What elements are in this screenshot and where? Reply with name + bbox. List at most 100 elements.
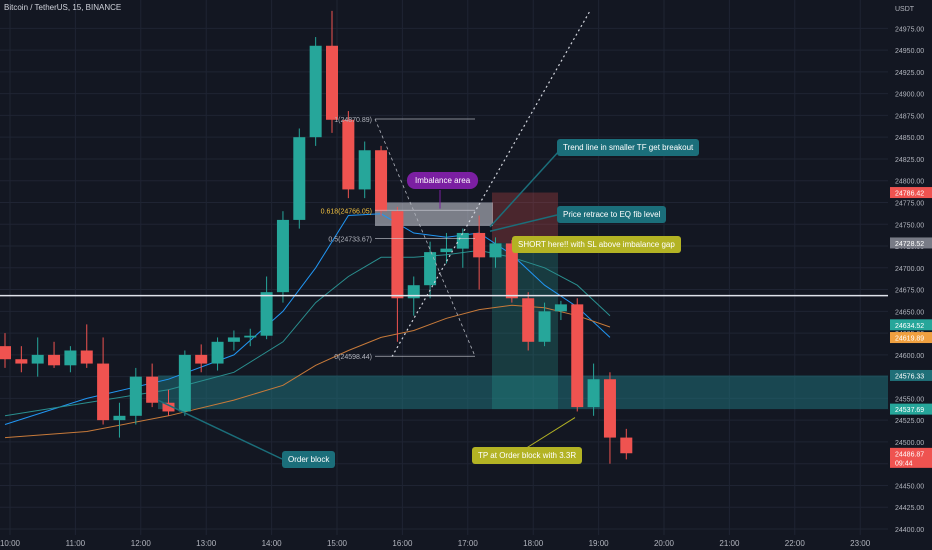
chart-drawings: 1(24870.89) 0.618(24766.05) 0.5(24733.67) 0…	[0, 10, 888, 460]
candle-body	[309, 45, 322, 138]
x-tick-label: 19:00	[589, 539, 610, 548]
price-tag	[890, 237, 932, 249]
price-tag	[890, 447, 932, 468]
y-tick-label: 24700.00	[895, 266, 924, 273]
order-block-pointer	[157, 399, 283, 460]
x-tick-label: 23:00	[850, 539, 871, 548]
candle-body	[227, 337, 240, 342]
trend-line	[391, 10, 591, 357]
y-tick-label: 24450.00	[895, 483, 924, 490]
retrace-pointer	[489, 214, 558, 232]
candle-body	[456, 232, 469, 249]
price-tag-label: 24728.52	[895, 241, 924, 248]
candle-body	[440, 248, 453, 253]
fib-level-label: 1(24870.89)	[334, 117, 372, 124]
candle-body	[15, 359, 28, 364]
retrace-callout: Price retrace to EQ fib level	[557, 206, 667, 223]
y-axis: USDT24400.0024425.0024450.0024475.002450…	[890, 6, 932, 534]
x-tick-label: 18:00	[523, 539, 544, 548]
y-tick-label: 24750.00	[895, 222, 924, 229]
candle-body	[603, 379, 616, 438]
candle-body	[244, 335, 257, 338]
order-block-zone	[158, 375, 888, 410]
candle-body	[80, 350, 93, 364]
candle-body	[391, 211, 404, 299]
y-tick-label: 24425.00	[895, 505, 924, 512]
tp-pointer	[519, 417, 576, 453]
x-tick-label: 13:00	[196, 539, 217, 548]
y-tick-label: 24675.00	[895, 288, 924, 295]
price-tag-label: 24576.33	[895, 373, 924, 380]
x-tick-label: 15:00	[327, 539, 348, 548]
x-tick-label: 20:00	[654, 539, 675, 548]
candle-body	[489, 243, 502, 258]
take-profit-callout: TP at Order block with 3.3R	[472, 447, 583, 464]
y-tick-label: 24975.00	[895, 26, 924, 33]
candle-body	[522, 298, 535, 342]
price-tag-time: 09:44	[895, 460, 913, 467]
candle-body	[211, 341, 224, 364]
y-tick-label: 24650.00	[895, 309, 924, 316]
candle-body	[31, 354, 44, 364]
candlesticks	[0, 10, 633, 464]
price-tag-label: 24537.69	[895, 407, 924, 414]
fib-level-label: 0.618(24766.05)	[321, 208, 372, 215]
fib-level-label: 0.5(24733.67)	[328, 236, 372, 243]
candle-body	[424, 252, 437, 286]
chart-grid	[0, 0, 888, 535]
y-tick-label: 24950.00	[895, 48, 924, 55]
candle-body	[48, 354, 61, 366]
candle-body	[505, 243, 518, 299]
price-tag-label: 24619.89	[895, 336, 924, 343]
x-tick-label: 22:00	[785, 539, 806, 548]
y-tick-label: 24775.00	[895, 200, 924, 207]
candle-body	[538, 311, 551, 342]
x-tick-label: 21:00	[719, 539, 740, 548]
y-tick-label: 24900.00	[895, 92, 924, 99]
short-callout: SHORT here!! with SL above imbalance gap	[512, 236, 681, 253]
candle-body	[358, 150, 371, 190]
y-tick-label: 24550.00	[895, 396, 924, 403]
price-tag-label: 24634.52	[895, 323, 924, 330]
price-tag-label: 24486.87	[895, 451, 924, 458]
price-tag-label: 24786.42	[895, 191, 924, 198]
candle-body	[571, 304, 584, 408]
y-tick-label: 24500.00	[895, 440, 924, 447]
price-tag	[890, 369, 932, 381]
x-axis: 10:00 11:00 12:00 13:00 14:00 15:00 16:00 17:00…	[0, 539, 871, 548]
price-tag	[890, 187, 932, 199]
x-tick-label: 12:00	[131, 539, 152, 548]
candle-body	[293, 137, 306, 220]
candle-body	[260, 292, 273, 336]
price-tag	[890, 332, 932, 344]
y-tick-label: 24600.00	[895, 353, 924, 360]
candle-body	[129, 376, 142, 416]
y-tick-label: 24525.00	[895, 418, 924, 425]
x-tick-label: 10:00	[0, 539, 21, 548]
candle-body	[146, 376, 159, 403]
chart-zones	[158, 192, 888, 410]
y-tick-label: 24875.00	[895, 113, 924, 120]
candle-body	[162, 402, 175, 412]
currency-label: USDT	[895, 6, 915, 13]
trendline-callout: Trend line in smaller TF get breakout	[557, 139, 700, 156]
candle-body	[276, 219, 289, 293]
x-tick-label: 14:00	[262, 539, 283, 548]
candle-body	[97, 363, 110, 421]
imbalance-box	[375, 202, 493, 226]
candle-body	[342, 119, 355, 190]
candle-body	[587, 379, 600, 408]
price-tag	[890, 319, 932, 331]
candle-body	[473, 232, 486, 258]
fib-diagonal	[374, 118, 476, 357]
candle-body	[64, 350, 77, 366]
x-tick-label: 11:00	[66, 539, 86, 548]
candle-body	[195, 354, 208, 364]
candle-body	[554, 304, 567, 312]
y-tick-label: 24850.00	[895, 135, 924, 142]
price-tag	[890, 403, 932, 415]
candle-body	[375, 150, 388, 212]
imbalance-callout: Imbalance area	[407, 172, 479, 189]
chart-title: Bitcoin / TetherUS, 15, BINANCE	[4, 3, 122, 12]
